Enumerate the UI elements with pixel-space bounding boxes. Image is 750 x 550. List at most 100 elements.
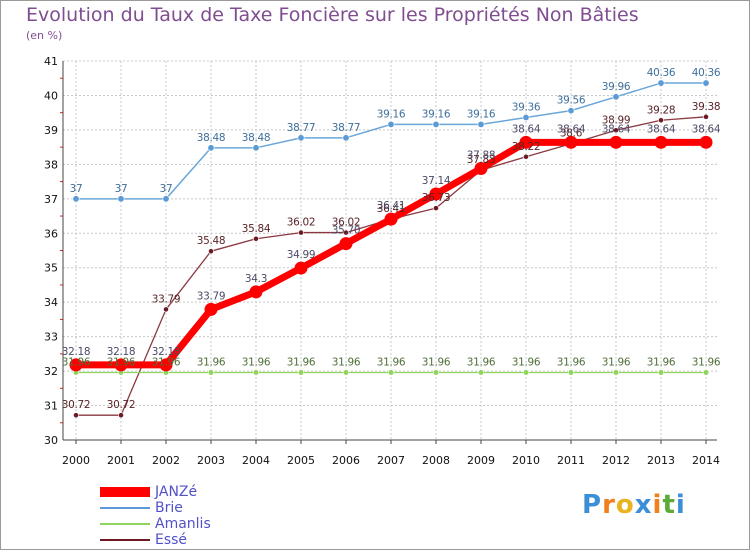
y-tick-label: 31 xyxy=(44,400,58,413)
y-tick-label: 34 xyxy=(44,296,58,309)
data-point-brie[interactable] xyxy=(342,134,350,142)
data-point-ess[interactable] xyxy=(523,153,529,160)
data-point-janz[interactable] xyxy=(564,135,578,149)
data-point-amanlis[interactable] xyxy=(657,369,665,376)
data-point-brie[interactable] xyxy=(432,120,440,128)
data-point-brie[interactable] xyxy=(702,79,710,87)
data-label-janz: 37.14 xyxy=(422,175,451,187)
data-label-ess: 33.79 xyxy=(152,293,181,305)
data-label-janz: 38.64 xyxy=(557,123,586,135)
data-point-ess[interactable] xyxy=(703,113,709,120)
y-tick-label: 41 xyxy=(44,55,58,68)
data-point-janz[interactable] xyxy=(159,358,173,372)
data-point-brie[interactable] xyxy=(72,195,80,203)
data-point-amanlis[interactable] xyxy=(207,369,215,376)
data-point-amanlis[interactable] xyxy=(342,369,350,376)
data-point-janz[interactable] xyxy=(654,135,668,149)
data-point-ess[interactable] xyxy=(163,306,169,313)
legend-item-janze[interactable]: JANZé xyxy=(100,484,300,500)
y-tick-label: 39 xyxy=(44,124,58,137)
data-point-ess[interactable] xyxy=(118,412,124,419)
data-point-amanlis[interactable] xyxy=(252,369,260,376)
data-label-ess: 30.72 xyxy=(62,399,91,411)
legend-swatch-esse xyxy=(100,539,150,541)
data-label-janz: 36.41 xyxy=(377,200,406,212)
data-point-janz[interactable] xyxy=(294,261,308,275)
data-label-amanlis: 31.96 xyxy=(197,356,226,368)
data-point-amanlis[interactable] xyxy=(702,369,710,376)
data-point-janz[interactable] xyxy=(429,187,443,201)
y-tick-label: 40 xyxy=(44,89,58,102)
data-point-janz[interactable] xyxy=(609,135,623,149)
data-label-ess: 36.02 xyxy=(332,217,361,229)
legend-item-brie[interactable]: Brie xyxy=(100,500,300,516)
data-label-brie: 38.48 xyxy=(197,132,226,144)
data-label-amanlis: 31.96 xyxy=(647,356,676,368)
data-label-janz: 37.88 xyxy=(467,149,496,161)
data-point-brie[interactable] xyxy=(162,195,170,203)
data-point-brie[interactable] xyxy=(477,120,485,128)
data-label-ess: 38.99 xyxy=(602,114,631,126)
data-point-janz[interactable] xyxy=(114,358,128,372)
data-point-brie[interactable] xyxy=(387,120,395,128)
data-label-janz: 33.79 xyxy=(197,290,226,302)
chart-svg: 30 31 32 33 34 35 36 37 38 39 40 41 2000 2001 2002 2003… xyxy=(44,55,721,467)
data-point-ess[interactable] xyxy=(433,205,439,212)
data-point-amanlis[interactable] xyxy=(477,369,485,376)
data-point-brie[interactable] xyxy=(207,144,215,152)
data-point-amanlis[interactable] xyxy=(612,369,620,376)
data-point-ess[interactable] xyxy=(253,235,259,242)
data-point-janz[interactable] xyxy=(384,212,398,226)
y-tick-label: 32 xyxy=(44,365,58,378)
legend-label-amanlis: Amanlis xyxy=(155,516,211,532)
data-point-brie[interactable] xyxy=(252,144,260,152)
data-label-amanlis: 31.96 xyxy=(467,356,496,368)
data-label-amanlis: 31.96 xyxy=(422,356,451,368)
data-label-brie: 37 xyxy=(160,183,173,195)
axes: 30 31 32 33 34 35 36 37 38 39 40 41 2000 2001 2002 2003… xyxy=(44,55,720,467)
data-point-janz[interactable] xyxy=(69,358,83,372)
data-label-janz: 32.18 xyxy=(152,346,181,358)
data-point-janz[interactable] xyxy=(339,237,353,251)
logo-letter: i xyxy=(652,490,663,520)
data-point-brie[interactable] xyxy=(297,134,305,142)
data-point-janz[interactable] xyxy=(249,285,263,299)
data-label-brie: 39.96 xyxy=(602,81,631,93)
data-labels: 37 37 37 38.48 38.48 38.77 38.77 39.16 39.16 39.1… xyxy=(62,67,721,411)
data-point-janz[interactable] xyxy=(699,135,713,149)
data-label-brie: 40.36 xyxy=(647,67,676,79)
data-point-ess[interactable] xyxy=(343,229,349,236)
x-tick-label: 2005 xyxy=(287,454,315,467)
data-point-brie[interactable] xyxy=(522,114,530,122)
proxiti-logo[interactable]: Proxiti xyxy=(582,490,686,520)
x-tick-label: 2007 xyxy=(377,454,405,467)
data-point-amanlis[interactable] xyxy=(387,369,395,376)
legend-item-esse[interactable]: Essé xyxy=(100,532,300,548)
data-point-ess[interactable] xyxy=(658,117,664,124)
data-point-brie[interactable] xyxy=(117,195,125,203)
logo-letter: r xyxy=(602,490,616,520)
data-point-janz[interactable] xyxy=(204,302,218,316)
data-label-amanlis: 31.96 xyxy=(107,356,136,368)
y-tick-label: 36 xyxy=(44,227,58,240)
data-point-amanlis[interactable] xyxy=(432,369,440,376)
data-label-janz: 38.64 xyxy=(647,123,676,135)
data-label-brie: 39.36 xyxy=(512,102,541,114)
data-point-ess[interactable] xyxy=(298,229,304,236)
data-point-brie[interactable] xyxy=(612,93,620,101)
data-point-ess[interactable] xyxy=(613,127,619,134)
data-point-ess[interactable] xyxy=(208,248,214,255)
data-point-ess[interactable] xyxy=(73,412,79,419)
data-point-brie[interactable] xyxy=(567,107,575,115)
x-tick-label: 2012 xyxy=(602,454,630,467)
data-point-brie[interactable] xyxy=(657,79,665,87)
x-tick-label: 2009 xyxy=(467,454,495,467)
data-label-amanlis: 31.96 xyxy=(692,356,721,368)
data-point-janz[interactable] xyxy=(474,161,488,175)
legend-item-amanlis[interactable]: Amanlis xyxy=(100,516,300,532)
y-tick-label: 37 xyxy=(44,193,58,206)
data-point-amanlis[interactable] xyxy=(567,369,575,376)
data-point-amanlis[interactable] xyxy=(522,369,530,376)
data-point-amanlis[interactable] xyxy=(297,369,305,376)
data-point-janz[interactable] xyxy=(519,135,533,149)
